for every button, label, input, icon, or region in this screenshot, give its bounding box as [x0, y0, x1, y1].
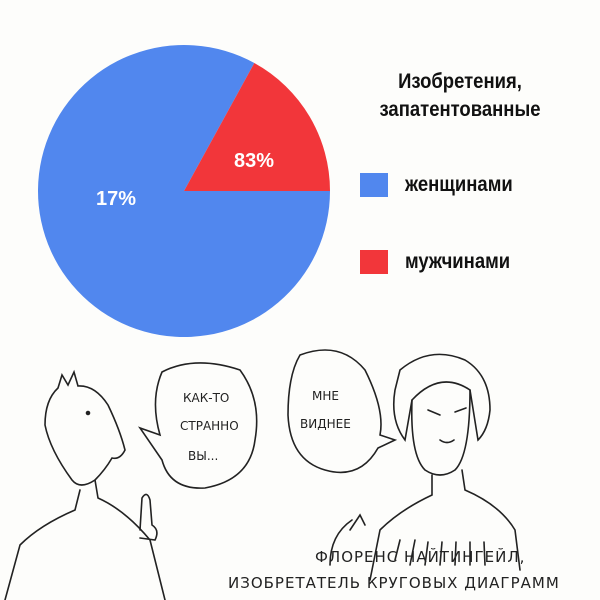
speech-line: СТРАННО	[180, 419, 239, 433]
pie-slice-label: 83%	[234, 150, 274, 172]
legend-label: женщинами	[405, 173, 513, 196]
pie-slice-men	[184, 63, 330, 192]
pie-slice-label: 17%	[96, 188, 136, 210]
legend-item-women: женщинами	[360, 173, 527, 197]
man-figure	[4, 369, 166, 600]
comic-drawing: КАК-ТО СТРАННО ВЫ... МНЕ ВИДНЕЕ ФЛОРЕНС …	[4, 349, 560, 600]
pie-slice-women	[38, 45, 331, 338]
legend-label: мужчинами	[405, 250, 511, 273]
woman-speech-bubble: МНЕ ВИДНЕЕ	[287, 349, 398, 474]
pie-chart: 17% 83%	[38, 45, 331, 338]
chart-title-line-2: запатентованные	[379, 98, 541, 121]
legend-swatch-red	[360, 250, 388, 274]
caption-line-2: ИЗОБРЕТАТЕЛЬ КРУГОВЫХ ДИАГРАММ	[228, 574, 560, 592]
speech-line: КАК-ТО	[183, 391, 229, 405]
legend-swatch-blue	[360, 173, 388, 197]
speech-line: ВИДНЕЕ	[300, 417, 351, 431]
chart-title-line-1: Изобретения,	[398, 70, 522, 93]
speech-line: МНЕ	[312, 389, 339, 403]
woman-figure	[329, 353, 521, 581]
man-speech-bubble: КАК-ТО СТРАННО ВЫ...	[137, 362, 258, 489]
legend-item-men: мужчинами	[360, 250, 524, 274]
caption-line-1: ФЛОРЕНС НАЙТИНГЕЙЛ,	[315, 547, 525, 566]
speech-line: ВЫ...	[188, 449, 218, 463]
chart-title: Изобретения, запатентованные	[346, 68, 575, 124]
